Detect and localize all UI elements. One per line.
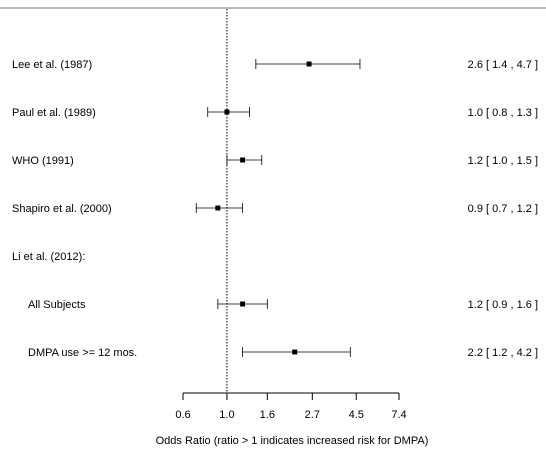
study-row: Lee et al. (1987) 2.6 [ 1.4 , 4.7 ]: [12, 59, 538, 71]
point-estimate: [224, 109, 230, 115]
study-row: Paul et al. (1989) 1.0 [ 0.8 , 1.3 ]: [12, 107, 538, 119]
x-tick-label: 0.6: [175, 409, 190, 421]
ci-value-label: 0.9 [ 0.7 , 1.2 ]: [468, 203, 538, 215]
study-label: Lee et al. (1987): [12, 59, 92, 71]
x-tick-label: 1.6: [260, 409, 275, 421]
ci-value-label: 2.6 [ 1.4 , 4.7 ]: [468, 59, 538, 71]
ci-value-label: 1.2 [ 1.0 , 1.5 ]: [468, 155, 538, 167]
study-label: All Subjects: [28, 299, 86, 311]
x-tick-label: 4.5: [349, 409, 364, 421]
study-label: Shapiro et al. (2000): [12, 203, 112, 215]
study-label: WHO (1991): [12, 155, 74, 167]
point-estimate: [306, 61, 312, 67]
point-estimate: [215, 205, 221, 211]
study-row: WHO (1991) 1.2 [ 1.0 , 1.5 ]: [12, 155, 538, 167]
study-row: Li et al. (2012):: [12, 251, 85, 263]
x-axis-label: Odds Ratio (ratio > 1 indicates increase…: [156, 435, 429, 447]
x-tick-label: 1.0: [219, 409, 234, 421]
ci-value-label: 1.2 [ 0.9 , 1.6 ]: [468, 299, 538, 311]
ci-value-label: 1.0 [ 0.8 , 1.3 ]: [468, 107, 538, 119]
ci-value-label: 2.2 [ 1.2 , 4.2 ]: [468, 347, 538, 359]
study-label: Paul et al. (1989): [12, 107, 96, 119]
study-label: DMPA use >= 12 mos.: [28, 347, 137, 359]
point-estimate: [292, 349, 298, 355]
study-row: All Subjects 1.2 [ 0.9 , 1.6 ]: [28, 299, 538, 311]
study-label: Li et al. (2012):: [12, 251, 85, 263]
x-tick-label: 7.4: [391, 409, 406, 421]
study-row: DMPA use >= 12 mos. 2.2 [ 1.2 , 4.2 ]: [28, 347, 538, 359]
point-estimate: [240, 301, 246, 307]
point-estimate: [240, 157, 246, 163]
study-row: Shapiro et al. (2000) 0.9 [ 0.7 , 1.2 ]: [12, 203, 538, 215]
x-tick-label: 2.7: [305, 409, 320, 421]
